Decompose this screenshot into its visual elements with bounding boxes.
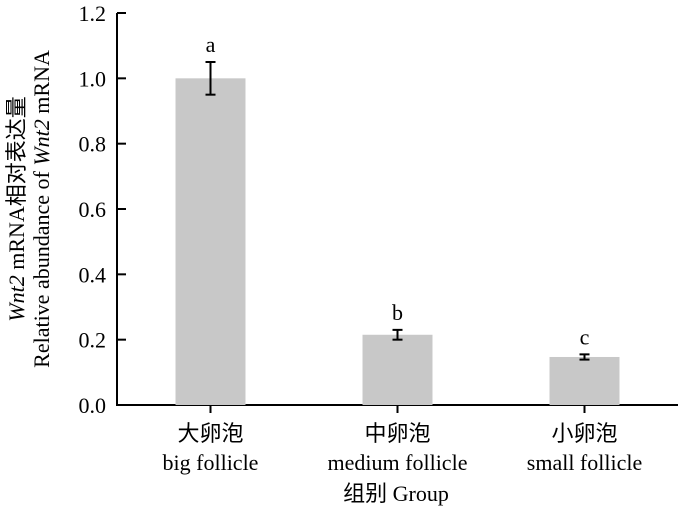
y-axis-title-gene-1: Wnt2 bbox=[4, 275, 29, 321]
bar bbox=[175, 78, 246, 405]
y-axis-title-en-suffix: mRNA bbox=[29, 50, 54, 119]
y-tick-label: 1.2 bbox=[79, 1, 107, 26]
y-tick-label: 0.8 bbox=[79, 132, 107, 157]
x-tick-label-en: medium follicle bbox=[328, 450, 468, 475]
y-tick-label: 1.0 bbox=[79, 66, 107, 91]
bar bbox=[362, 334, 433, 405]
x-tick-label-zh: 大卵泡 bbox=[177, 421, 243, 446]
significance-letter: a bbox=[206, 32, 216, 57]
significance-letter: b bbox=[392, 300, 403, 325]
significance-letter: c bbox=[580, 324, 590, 349]
y-axis-title-line2: Relative abundance of Wnt2 mRNA bbox=[29, 50, 54, 368]
y-axis-title-gene-2: Wnt2 bbox=[29, 119, 54, 165]
y-tick-label: 0.2 bbox=[79, 328, 107, 353]
y-tick-label: 0.0 bbox=[79, 393, 107, 418]
y-axis-title-en-prefix: Relative abundance of bbox=[29, 166, 54, 368]
y-axis-title-line1: Wnt2 mRNA相对表达量 bbox=[4, 96, 29, 322]
x-tick-label-zh: 中卵泡 bbox=[364, 421, 430, 446]
bar bbox=[549, 356, 620, 405]
y-axis-title: Wnt2 mRNA相对表达量 Relative abundance of Wnt… bbox=[4, 50, 54, 368]
x-tick-label-en: small follicle bbox=[527, 450, 642, 475]
x-axis-title: 组别 Group bbox=[343, 481, 449, 506]
y-tick-label: 0.6 bbox=[79, 197, 107, 222]
x-tick-labels: 大卵泡 big follicle 中卵泡 medium follicle 小卵泡 smal… bbox=[163, 405, 642, 475]
y-axis-title-cn: mRNA相对表达量 bbox=[4, 96, 29, 275]
bars: a b c bbox=[175, 32, 620, 405]
y-ticks: 0.0 0.2 0.4 0.6 0.8 1.0 1.2 bbox=[79, 1, 126, 418]
y-tick-label: 0.4 bbox=[79, 262, 107, 287]
x-tick-label-en: big follicle bbox=[163, 450, 259, 475]
x-tick-label-zh: 小卵泡 bbox=[551, 421, 617, 446]
